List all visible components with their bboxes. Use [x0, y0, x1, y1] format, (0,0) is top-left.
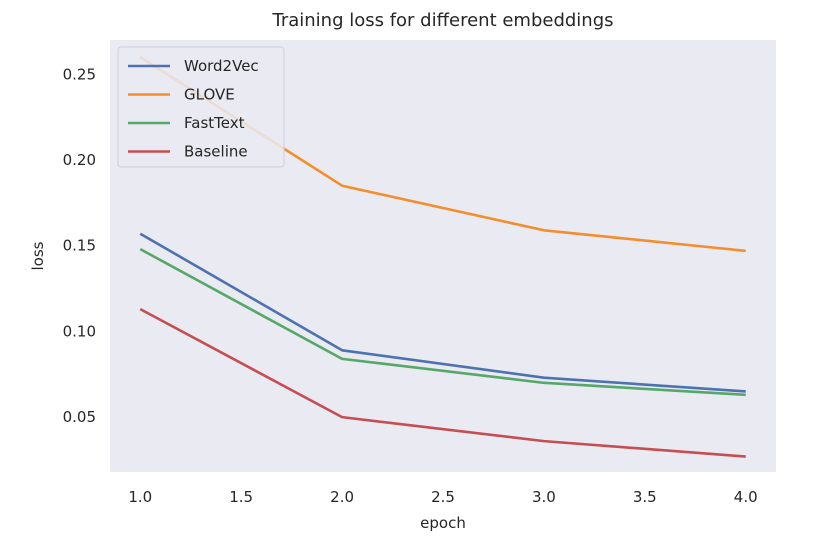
- legend-box: [117, 46, 285, 168]
- series-line-baseline: [139, 307, 746, 458]
- x-tick-label: 2.5: [431, 488, 455, 506]
- legend-item: Baseline: [128, 143, 248, 161]
- x-tick-label: 3.0: [532, 488, 556, 506]
- series-line-word2vec: [139, 232, 746, 393]
- legend-label: FastText: [184, 114, 245, 132]
- legend-item: FastText: [128, 114, 245, 132]
- x-tick-label: 2.0: [330, 488, 354, 506]
- legend-items: Word2Vec GLOVE FastText Baseline: [128, 57, 259, 161]
- x-tick-label: 4.0: [734, 488, 758, 506]
- x-axis-title: epoch: [420, 514, 466, 532]
- legend-item: Word2Vec: [128, 57, 259, 75]
- y-tick-label: 0.20: [63, 151, 96, 169]
- y-tick-label: 0.05: [63, 408, 96, 426]
- x-tick-labels: 1.0 1.5 2.0 2.5 3.0 3.5 4.0: [128, 488, 757, 506]
- y-tick-label: 0.10: [63, 322, 96, 340]
- y-axis-title: loss: [29, 241, 47, 270]
- legend-label: Word2Vec: [184, 57, 259, 75]
- x-tick-label: 1.0: [128, 488, 152, 506]
- legend-label: Baseline: [184, 143, 248, 161]
- chart-title: Training loss for different embeddings: [271, 10, 613, 31]
- x-tick-label: 1.5: [229, 488, 253, 506]
- y-tick-label: 0.15: [63, 237, 96, 255]
- y-tick-label: 0.25: [63, 65, 96, 83]
- series-line-fasttext: [139, 247, 746, 397]
- legend-label: GLOVE: [184, 86, 235, 104]
- y-tick-labels: 0.05 0.10 0.15 0.20 0.25: [63, 65, 96, 426]
- legend-item: GLOVE: [128, 86, 235, 104]
- x-tick-label: 3.5: [633, 488, 657, 506]
- legend: Word2Vec GLOVE FastText Baseline: [117, 46, 285, 168]
